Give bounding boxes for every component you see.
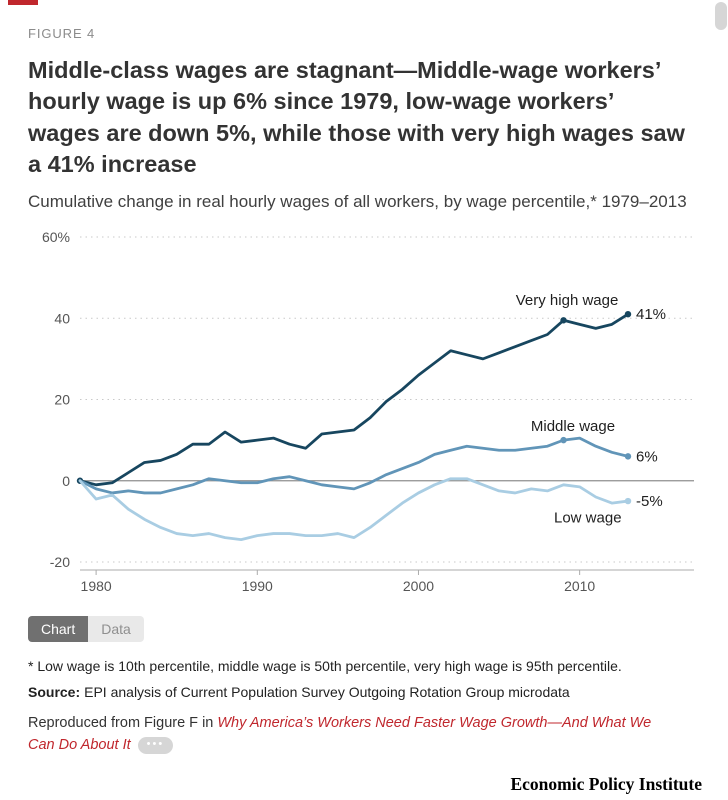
marker-dot xyxy=(624,310,632,318)
marker-dot xyxy=(624,452,632,460)
x-tick-label: 1990 xyxy=(242,578,273,594)
chart-title: Middle-class wages are stagnant—Middle-w… xyxy=(28,57,685,177)
line-middle-wage xyxy=(78,436,630,494)
tab-chart[interactable]: Chart xyxy=(28,615,89,642)
x-tick-label: 2000 xyxy=(403,578,434,594)
series-label: Middle wage xyxy=(531,418,615,435)
source-label: Source: xyxy=(28,683,81,700)
x-tick-label: 1980 xyxy=(81,578,112,594)
figure-label: FIGURE 4 xyxy=(28,26,96,41)
epi-logo-text: Economic Policy Institute xyxy=(510,774,702,794)
marker-dot xyxy=(560,316,567,324)
marker-dot xyxy=(624,497,632,504)
line-very-high-wage xyxy=(78,312,630,486)
series-label: Very high wage xyxy=(516,292,619,309)
figure-page: FIGURE 4 Middle-class wages are stagnant… xyxy=(28,26,700,757)
chart-subtitle: Cumulative change in real hourly wages o… xyxy=(28,192,687,211)
line-low-wage xyxy=(78,476,630,541)
y-tick-label: 20 xyxy=(54,391,70,407)
end-value-label: 6% xyxy=(636,448,658,465)
more-ellipsis-button[interactable]: ••• xyxy=(137,736,174,754)
source-line: Source: EPI analysis of Current Populatio… xyxy=(28,684,700,700)
scrollbar-thumb[interactable] xyxy=(715,2,727,30)
x-tick-label: 2010 xyxy=(564,578,595,594)
reproduced-prefix: Reproduced from Figure F in xyxy=(28,714,214,731)
y-tick-label: 40 xyxy=(54,310,70,326)
series-label: Low wage xyxy=(554,509,622,526)
y-tick-label: -20 xyxy=(50,554,70,570)
wage-line-chart: 60% 40 20 0 -20 1980 1990 2000 2010 41% 6% -5% Very … xyxy=(42,229,694,594)
top-red-accent xyxy=(8,0,38,5)
y-tick-label: 0 xyxy=(62,472,70,488)
chart-data-toggle: Chart Data xyxy=(28,615,144,642)
report-link[interactable]: Why America’s Workers Need Faster Wage G… xyxy=(28,714,652,754)
reproduced-line: Reproduced from Figure F in Why America’s… xyxy=(28,712,673,757)
y-tick-label: 60% xyxy=(42,229,70,245)
end-value-label: 41% xyxy=(636,306,666,323)
source-text: EPI analysis of Current Population Surve… xyxy=(84,683,570,700)
end-value-label: -5% xyxy=(636,493,663,510)
footnote: * Low wage is 10th percentile, middle wa… xyxy=(28,657,622,674)
marker-dot xyxy=(560,436,567,443)
tab-data[interactable]: Data xyxy=(88,615,144,642)
wage-chart: 60% 40 20 0 -20 1980 1990 2000 2010 41% 6% -5% Very … xyxy=(28,223,700,608)
